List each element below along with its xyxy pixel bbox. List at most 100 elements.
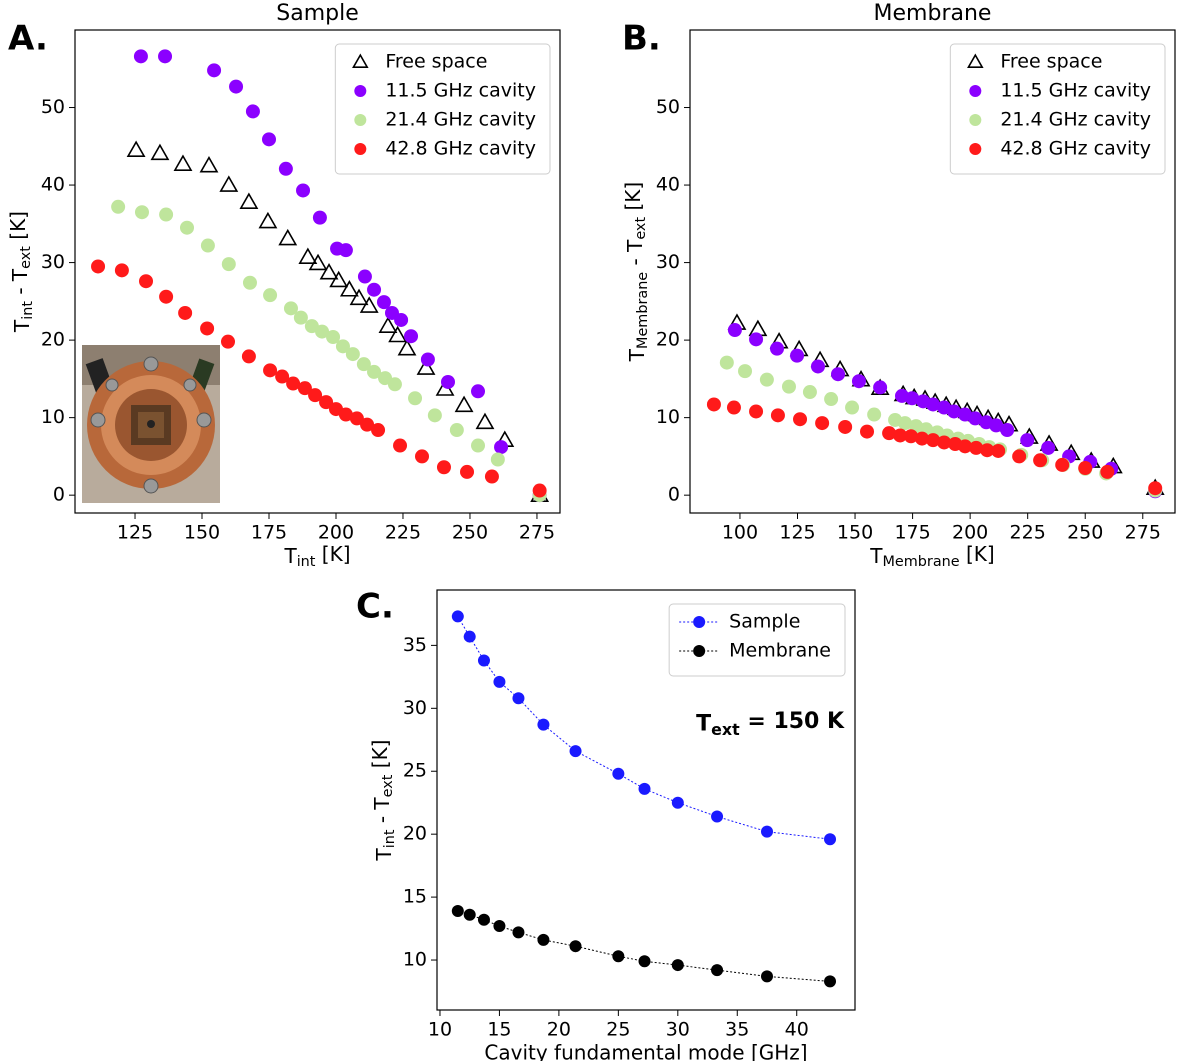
point (903, 429, 918, 444)
plot-frame (689, 29, 1176, 514)
point (711, 964, 724, 977)
point (1041, 440, 1056, 455)
triangle-point (219, 175, 239, 192)
point (905, 391, 920, 406)
triangle-point (126, 140, 146, 158)
y-tick-label: 0 (53, 484, 65, 506)
point (882, 426, 897, 441)
point (989, 418, 1004, 433)
point (1020, 433, 1035, 448)
triangle-point (173, 154, 193, 171)
point (349, 411, 364, 426)
y-tick-label: 15 (403, 886, 427, 908)
x-tick-label: 100 (722, 522, 758, 544)
point (91, 259, 106, 274)
point (726, 400, 741, 415)
point (612, 950, 625, 963)
point (315, 324, 330, 339)
point (1000, 423, 1015, 438)
x-tick-label: 250 (452, 522, 488, 544)
x-axis-label: TMembrane [K] (869, 542, 994, 571)
point (802, 385, 817, 400)
y-tick-label: 10 (656, 406, 680, 428)
legend: Free space 11.5 GHz cavity 21.4 GHz cavity… (334, 43, 551, 175)
y-axis-label-part: [K] (621, 182, 645, 217)
point (706, 397, 721, 412)
legend-marker (969, 114, 982, 126)
point (221, 334, 236, 349)
point (1100, 464, 1115, 479)
point (493, 675, 506, 688)
legend-label: 21.4 GHz cavity (385, 109, 536, 131)
point (958, 439, 973, 454)
point (114, 263, 129, 278)
y-tick-label: 0 (668, 484, 680, 506)
triangle-point (388, 325, 408, 343)
panel-label: C. (356, 587, 394, 627)
point (200, 321, 215, 336)
point (851, 374, 866, 389)
x-tick-label: 250 (1067, 522, 1103, 544)
point (770, 408, 785, 423)
y-tick-label: 30 (41, 251, 65, 273)
point (345, 347, 360, 362)
y-axis-label-part: int (382, 829, 398, 848)
y-axis-label-part: ext (633, 217, 649, 240)
point (263, 363, 278, 378)
x-tick-label: 275 (519, 522, 555, 544)
point (451, 904, 464, 917)
point (537, 718, 550, 731)
panel-label: B. (622, 19, 661, 59)
y-tick-label: 40 (41, 174, 65, 196)
chart-title: Membrane (874, 1, 992, 26)
triangle-point (378, 316, 398, 333)
point (926, 397, 941, 412)
x-tick-label: 30 (666, 1019, 690, 1041)
legend-marker (967, 53, 984, 68)
point (420, 352, 435, 367)
point (133, 49, 148, 64)
point (440, 374, 455, 389)
triangle-point (416, 358, 436, 375)
point (286, 376, 301, 391)
y-tick-label: 50 (656, 96, 680, 118)
point (335, 339, 350, 354)
y-tick-label: 20 (656, 329, 680, 351)
point (158, 49, 173, 64)
point (793, 412, 808, 427)
y-axis-label: Tint - Text [K] (6, 211, 36, 333)
point (638, 955, 651, 968)
point (159, 289, 174, 304)
y-axis-label-part: ext (380, 774, 396, 797)
point (638, 782, 651, 795)
y-axis-label-part: ext (18, 246, 34, 269)
panel-label: A. (8, 19, 48, 59)
point (356, 357, 371, 372)
point (897, 416, 912, 431)
triangle-point (239, 192, 259, 209)
y-tick-label: 35 (403, 634, 427, 656)
point (873, 380, 888, 395)
y-axis-label-part: - T (8, 268, 32, 301)
point (532, 483, 547, 498)
y-tick-label: 25 (403, 760, 427, 782)
point (537, 933, 550, 946)
point (490, 452, 505, 467)
y-axis-label-part: [K] (368, 740, 392, 775)
point (810, 359, 825, 374)
point (671, 796, 684, 809)
point (463, 630, 476, 643)
x-tick-label: 175 (894, 522, 930, 544)
point (326, 330, 341, 345)
point (493, 920, 506, 933)
point (436, 460, 451, 475)
point (263, 288, 278, 303)
y-tick-label: 10 (403, 949, 427, 971)
point (180, 220, 195, 235)
x-axis-label: Cavity fundamental mode [GHz] (484, 1041, 807, 1061)
point (824, 392, 839, 407)
legend-label: Free space (1000, 51, 1102, 73)
point (221, 257, 236, 272)
x-tick-label: 200 (952, 522, 988, 544)
